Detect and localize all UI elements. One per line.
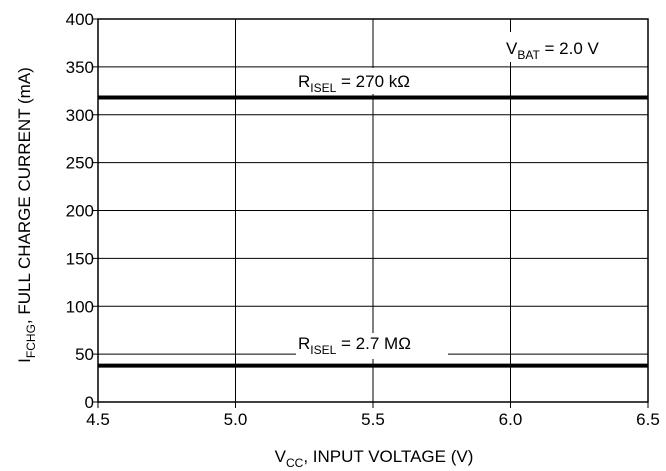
x-tick-label: 5.0 <box>224 410 248 429</box>
rsel-270k-annotation-bg <box>296 68 448 94</box>
x-tick-label: 6.5 <box>636 410 660 429</box>
y-tick-label: 0 <box>85 393 94 412</box>
x-tick-label: 6.0 <box>499 410 523 429</box>
rsel-2p7m-annotation: RISEL = 2.7 MΩ <box>298 334 411 357</box>
x-axis-title: VCC, INPUT VOLTAGE (V) <box>275 447 474 470</box>
y-tick-label: 300 <box>66 106 94 125</box>
y-tick-label: 250 <box>66 154 94 173</box>
vbat-annotation-bg <box>503 32 641 62</box>
x-tick-label: 4.5 <box>86 410 110 429</box>
y-tick-label: 350 <box>66 58 94 77</box>
y-tick-label: 100 <box>66 297 94 316</box>
y-tick-label: 150 <box>66 249 94 268</box>
y-tick-label: 400 <box>66 10 94 29</box>
axes <box>92 18 649 408</box>
y-tick-label: 50 <box>75 345 94 364</box>
tick-labels: 4.5 5.0 5.5 6.0 6.5 0 50 100 150 200 250 300 350 400 <box>66 10 660 429</box>
series-lines <box>98 95 648 368</box>
x-tick-label: 5.5 <box>361 410 385 429</box>
rsel-2p7m-annotation-bg <box>296 333 448 359</box>
rsel-270k-annotation: RISEL = 270 kΩ <box>298 72 410 95</box>
vbat-annotation: VBAT = 2.0 V <box>506 39 600 62</box>
y-tick-label: 200 <box>66 202 94 221</box>
y-axis-title: IFCHG, FULL CHARGE CURRENT (mA) <box>15 67 38 363</box>
